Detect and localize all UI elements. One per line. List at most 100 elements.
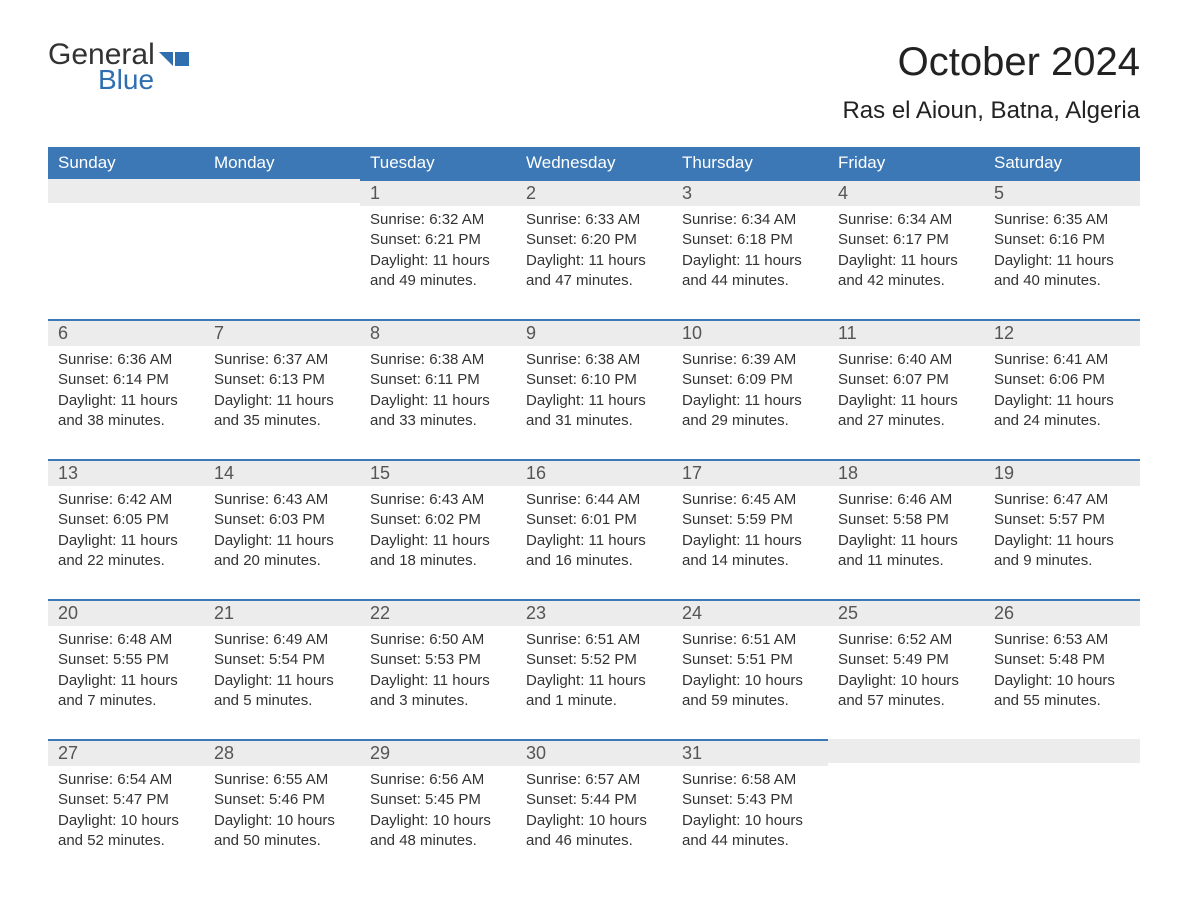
- day-number: 9: [526, 323, 536, 343]
- daylight-line: Daylight: 11 hours and 7 minutes.: [58, 671, 194, 712]
- logo: General Blue: [48, 40, 189, 94]
- calendar-week-row: 27Sunrise: 6:54 AMSunset: 5:47 PMDayligh…: [48, 739, 1140, 879]
- day-number: 20: [58, 603, 78, 623]
- calendar-cell: 9Sunrise: 6:38 AMSunset: 6:10 PMDaylight…: [516, 319, 672, 459]
- calendar-cell: 15Sunrise: 6:43 AMSunset: 6:02 PMDayligh…: [360, 459, 516, 599]
- day-number: 29: [370, 743, 390, 763]
- day-number: 21: [214, 603, 234, 623]
- weekday-header: Saturday: [984, 147, 1140, 179]
- sunrise-line: Sunrise: 6:53 AM: [994, 630, 1130, 650]
- daylight-line: Daylight: 10 hours and 48 minutes.: [370, 811, 506, 852]
- day-number: 12: [994, 323, 1014, 343]
- day-number: 24: [682, 603, 702, 623]
- sunset-line: Sunset: 5:49 PM: [838, 650, 974, 670]
- sunrise-line: Sunrise: 6:38 AM: [370, 350, 506, 370]
- sunrise-line: Sunrise: 6:37 AM: [214, 350, 350, 370]
- sunset-line: Sunset: 6:17 PM: [838, 230, 974, 250]
- sunrise-line: Sunrise: 6:45 AM: [682, 490, 818, 510]
- location-subtitle: Ras el Aioun, Batna, Algeria: [842, 97, 1140, 125]
- daylight-line: Daylight: 10 hours and 52 minutes.: [58, 811, 194, 852]
- sunrise-line: Sunrise: 6:39 AM: [682, 350, 818, 370]
- calendar-cell: 23Sunrise: 6:51 AMSunset: 5:52 PMDayligh…: [516, 599, 672, 739]
- calendar-cell: 16Sunrise: 6:44 AMSunset: 6:01 PMDayligh…: [516, 459, 672, 599]
- sunset-line: Sunset: 6:14 PM: [58, 370, 194, 390]
- sunrise-line: Sunrise: 6:32 AM: [370, 210, 506, 230]
- calendar-cell: 30Sunrise: 6:57 AMSunset: 5:44 PMDayligh…: [516, 739, 672, 879]
- sunrise-line: Sunrise: 6:46 AM: [838, 490, 974, 510]
- sunset-line: Sunset: 5:54 PM: [214, 650, 350, 670]
- calendar-body: 1Sunrise: 6:32 AMSunset: 6:21 PMDaylight…: [48, 179, 1140, 879]
- calendar-week-row: 1Sunrise: 6:32 AMSunset: 6:21 PMDaylight…: [48, 179, 1140, 319]
- sunrise-line: Sunrise: 6:38 AM: [526, 350, 662, 370]
- day-number: 18: [838, 463, 858, 483]
- daylight-line: Daylight: 11 hours and 40 minutes.: [994, 251, 1130, 292]
- calendar-cell: 19Sunrise: 6:47 AMSunset: 5:57 PMDayligh…: [984, 459, 1140, 599]
- calendar-cell: 21Sunrise: 6:49 AMSunset: 5:54 PMDayligh…: [204, 599, 360, 739]
- sunrise-line: Sunrise: 6:36 AM: [58, 350, 194, 370]
- calendar-cell: 7Sunrise: 6:37 AMSunset: 6:13 PMDaylight…: [204, 319, 360, 459]
- daylight-line: Daylight: 10 hours and 59 minutes.: [682, 671, 818, 712]
- calendar-cell: [828, 739, 984, 879]
- month-title: October 2024: [842, 40, 1140, 85]
- daylight-line: Daylight: 11 hours and 24 minutes.: [994, 391, 1130, 432]
- sunrise-line: Sunrise: 6:50 AM: [370, 630, 506, 650]
- sunset-line: Sunset: 6:07 PM: [838, 370, 974, 390]
- sunrise-line: Sunrise: 6:51 AM: [682, 630, 818, 650]
- sunset-line: Sunset: 5:59 PM: [682, 510, 818, 530]
- calendar-cell: 26Sunrise: 6:53 AMSunset: 5:48 PMDayligh…: [984, 599, 1140, 739]
- day-number: 11: [838, 323, 857, 343]
- calendar-cell: 6Sunrise: 6:36 AMSunset: 6:14 PMDaylight…: [48, 319, 204, 459]
- calendar-cell: 27Sunrise: 6:54 AMSunset: 5:47 PMDayligh…: [48, 739, 204, 879]
- day-number: 27: [58, 743, 78, 763]
- day-number: 5: [994, 183, 1004, 203]
- calendar-week-row: 13Sunrise: 6:42 AMSunset: 6:05 PMDayligh…: [48, 459, 1140, 599]
- weekday-header: Sunday: [48, 147, 204, 179]
- calendar-cell: 5Sunrise: 6:35 AMSunset: 6:16 PMDaylight…: [984, 179, 1140, 319]
- calendar-cell: 3Sunrise: 6:34 AMSunset: 6:18 PMDaylight…: [672, 179, 828, 319]
- sunrise-line: Sunrise: 6:51 AM: [526, 630, 662, 650]
- calendar-cell: 20Sunrise: 6:48 AMSunset: 5:55 PMDayligh…: [48, 599, 204, 739]
- calendar-cell: [48, 179, 204, 319]
- weekday-header: Wednesday: [516, 147, 672, 179]
- daylight-line: Daylight: 11 hours and 9 minutes.: [994, 531, 1130, 572]
- daylight-line: Daylight: 11 hours and 35 minutes.: [214, 391, 350, 432]
- daylight-line: Daylight: 11 hours and 49 minutes.: [370, 251, 506, 292]
- calendar-cell: 22Sunrise: 6:50 AMSunset: 5:53 PMDayligh…: [360, 599, 516, 739]
- weekday-header: Monday: [204, 147, 360, 179]
- sunrise-line: Sunrise: 6:47 AM: [994, 490, 1130, 510]
- sunrise-line: Sunrise: 6:52 AM: [838, 630, 974, 650]
- day-number: 15: [370, 463, 390, 483]
- calendar-week-row: 6Sunrise: 6:36 AMSunset: 6:14 PMDaylight…: [48, 319, 1140, 459]
- daylight-line: Daylight: 11 hours and 44 minutes.: [682, 251, 818, 292]
- daylight-line: Daylight: 11 hours and 47 minutes.: [526, 251, 662, 292]
- sunrise-line: Sunrise: 6:34 AM: [838, 210, 974, 230]
- sunset-line: Sunset: 6:05 PM: [58, 510, 194, 530]
- day-number: 4: [838, 183, 848, 203]
- calendar-cell: 31Sunrise: 6:58 AMSunset: 5:43 PMDayligh…: [672, 739, 828, 879]
- sunset-line: Sunset: 6:02 PM: [370, 510, 506, 530]
- sunset-line: Sunset: 5:43 PM: [682, 790, 818, 810]
- daylight-line: Daylight: 11 hours and 16 minutes.: [526, 531, 662, 572]
- day-number: 23: [526, 603, 546, 623]
- sunset-line: Sunset: 5:58 PM: [838, 510, 974, 530]
- sunset-line: Sunset: 6:01 PM: [526, 510, 662, 530]
- daylight-line: Daylight: 11 hours and 38 minutes.: [58, 391, 194, 432]
- day-number: 28: [214, 743, 234, 763]
- calendar-cell: 24Sunrise: 6:51 AMSunset: 5:51 PMDayligh…: [672, 599, 828, 739]
- sunrise-line: Sunrise: 6:34 AM: [682, 210, 818, 230]
- sunset-line: Sunset: 6:18 PM: [682, 230, 818, 250]
- daylight-line: Daylight: 10 hours and 44 minutes.: [682, 811, 818, 852]
- sunrise-line: Sunrise: 6:48 AM: [58, 630, 194, 650]
- sunrise-line: Sunrise: 6:49 AM: [214, 630, 350, 650]
- sunrise-line: Sunrise: 6:55 AM: [214, 770, 350, 790]
- daylight-line: Daylight: 11 hours and 42 minutes.: [838, 251, 974, 292]
- daylight-line: Daylight: 11 hours and 11 minutes.: [838, 531, 974, 572]
- daylight-line: Daylight: 11 hours and 22 minutes.: [58, 531, 194, 572]
- weekday-header: Thursday: [672, 147, 828, 179]
- day-number: 2: [526, 183, 536, 203]
- sunrise-line: Sunrise: 6:35 AM: [994, 210, 1130, 230]
- sunrise-line: Sunrise: 6:40 AM: [838, 350, 974, 370]
- sunset-line: Sunset: 6:21 PM: [370, 230, 506, 250]
- daylight-line: Daylight: 11 hours and 29 minutes.: [682, 391, 818, 432]
- sunrise-line: Sunrise: 6:54 AM: [58, 770, 194, 790]
